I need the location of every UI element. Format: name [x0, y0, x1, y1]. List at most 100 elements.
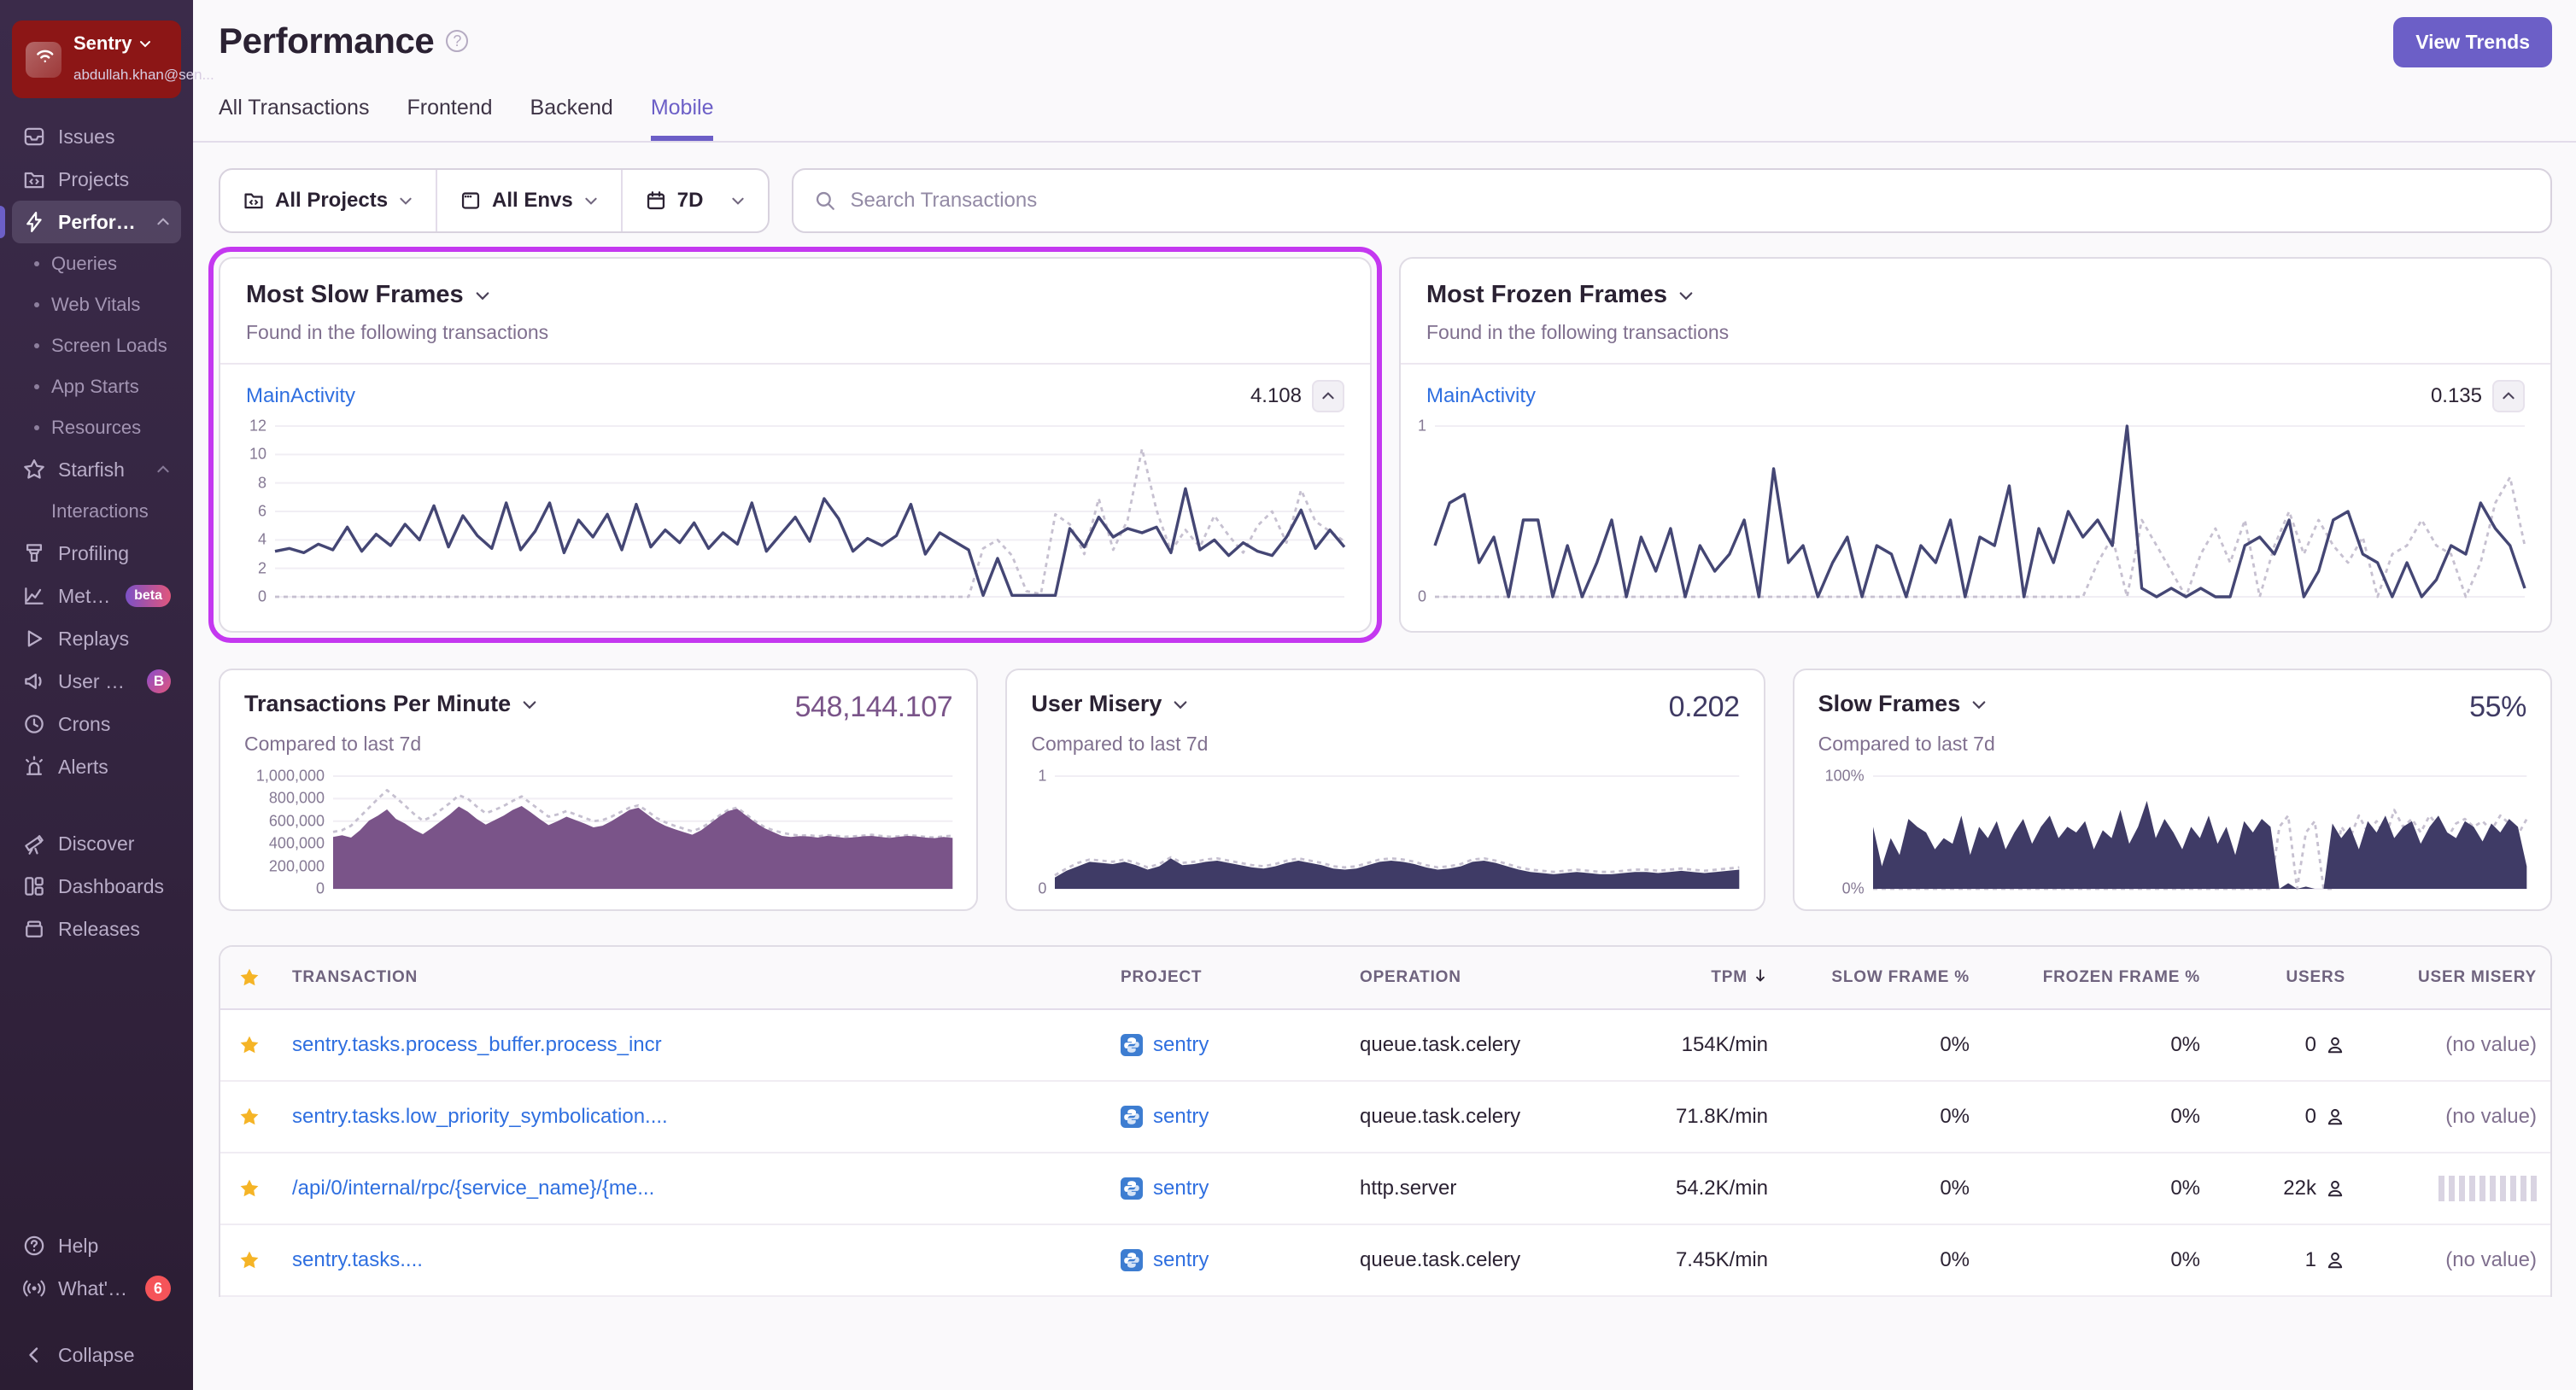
date-range-filter[interactable]: 7D: [620, 170, 769, 231]
sidebar-item-replays[interactable]: Replays: [12, 617, 181, 660]
sidebar-item-alerts[interactable]: Alerts: [12, 745, 181, 788]
transaction-link[interactable]: MainActivity: [1426, 384, 1537, 407]
tab-all-transactions[interactable]: All Transactions: [219, 96, 370, 120]
transaction-link[interactable]: sentry.tasks.process_buffer.process_incr: [292, 1033, 662, 1056]
sidebar-item-releases[interactable]: Releases: [12, 908, 181, 950]
chevron-down-icon: [476, 291, 489, 300]
tab-frontend[interactable]: Frontend: [407, 96, 493, 120]
project-link[interactable]: sentry: [1121, 1033, 1332, 1057]
environment-filter[interactable]: All Envs: [436, 170, 621, 231]
sidebar-item-whats-new[interactable]: What's new 6: [12, 1267, 181, 1310]
card-title: Transactions Per Minute: [244, 691, 512, 716]
column-header-user-misery[interactable]: USER MISERY: [2417, 968, 2537, 986]
sidebar-item-queries[interactable]: Queries: [12, 243, 181, 284]
sidebar-item-label: Projects: [58, 167, 130, 190]
transaction-link[interactable]: /api/0/internal/rpc/{service_name}/{me..…: [292, 1177, 655, 1200]
transaction-link[interactable]: MainActivity: [246, 384, 356, 407]
sidebar-item-starfish[interactable]: Starfish: [12, 448, 181, 491]
user-misery-title-dropdown[interactable]: User Misery: [1031, 691, 1189, 717]
bullet-icon: [34, 384, 39, 389]
broadcast-icon: [22, 1276, 46, 1300]
search-input[interactable]: [850, 189, 2530, 213]
sidebar-item-dashboards[interactable]: Dashboards: [12, 865, 181, 908]
page-filters: All Projects All Envs 7D: [219, 168, 770, 233]
filter-bar: All Projects All Envs 7D: [219, 168, 2552, 233]
star-column-header-icon[interactable]: [220, 967, 278, 989]
sidebar-item-label: Queries: [51, 253, 118, 274]
tpm-cell: 154K/min: [1681, 1033, 1768, 1056]
most-slow-frames-chart: 12 10 8 6 4 2 0: [231, 418, 1344, 605]
most-slow-frames-title-dropdown[interactable]: Most Slow Frames: [246, 281, 1344, 309]
column-header-slow-frame[interactable]: SLOW FRAME %: [1831, 968, 1970, 986]
project-filter[interactable]: All Projects: [220, 170, 436, 231]
project-link[interactable]: sentry: [1121, 1105, 1332, 1129]
sidebar-collapse-button[interactable]: Collapse: [12, 1334, 181, 1376]
sidebar-item-help[interactable]: Help: [12, 1224, 181, 1267]
sidebar-item-discover[interactable]: Discover: [12, 822, 181, 865]
sidebar-item-app-starts[interactable]: App Starts: [12, 366, 181, 407]
megaphone-icon: [22, 669, 46, 693]
tpm-title-dropdown[interactable]: Transactions Per Minute: [244, 691, 538, 717]
user-misery-value: (no value): [2445, 1105, 2537, 1128]
sidebar-item-screen-loads[interactable]: Screen Loads: [12, 325, 181, 366]
sidebar-item-user-feedback[interactable]: User Feedback B: [12, 660, 181, 703]
transaction-link[interactable]: sentry.tasks....: [292, 1248, 423, 1271]
slow-frames-title-dropdown[interactable]: Slow Frames: [1818, 691, 1988, 717]
help-icon: [22, 1234, 46, 1258]
collapse-row-button[interactable]: [2492, 380, 2525, 412]
sidebar-item-metrics[interactable]: Metrics beta: [12, 575, 181, 617]
card-value: 548,144.107: [794, 691, 953, 723]
sidebar-item-profiling[interactable]: Profiling: [12, 532, 181, 575]
tab-mobile[interactable]: Mobile: [650, 96, 714, 141]
sidebar-item-performance[interactable]: Performance: [0, 201, 181, 243]
slow-frame-cell: 0%: [1940, 1033, 1970, 1056]
row-star-icon[interactable]: [220, 1034, 278, 1056]
user-misery-score-bar: [2373, 1176, 2537, 1201]
column-header-project[interactable]: PROJECT: [1121, 968, 1203, 986]
sidebar-item-interactions[interactable]: Interactions: [12, 491, 181, 532]
column-header-frozen-frame[interactable]: FROZEN FRAME %: [2042, 968, 2200, 986]
tab-backend[interactable]: Backend: [530, 96, 613, 120]
search-transactions[interactable]: [792, 168, 2552, 233]
column-header-transaction[interactable]: TRANSACTION: [292, 968, 419, 986]
transaction-link[interactable]: sentry.tasks.low_priority_symbolication.…: [292, 1105, 668, 1128]
notification-badge: 6: [145, 1276, 171, 1301]
sidebar-item-projects[interactable]: Projects: [12, 158, 181, 201]
project-filter-label: All Projects: [275, 189, 389, 212]
column-header-tpm[interactable]: TPM: [1619, 968, 1782, 987]
table-header-row: TRANSACTION PROJECT OPERATION TPM SLOW F…: [220, 947, 2550, 1010]
sidebar-item-label: Issues: [58, 125, 115, 148]
view-trends-button[interactable]: View Trends: [2393, 17, 2552, 67]
chevron-down-icon: [1679, 291, 1693, 300]
sidebar-item-crons[interactable]: Crons: [12, 703, 181, 745]
help-tooltip-icon[interactable]: ?: [446, 30, 469, 52]
org-switcher[interactable]: Sentry abdullah.khan@sen...: [12, 20, 214, 98]
chevron-up-icon: [2503, 392, 2515, 400]
operation-cell: queue.task.celery: [1360, 1033, 1521, 1056]
collapse-row-button[interactable]: [1312, 380, 1344, 412]
row-star-icon[interactable]: [220, 1249, 278, 1271]
user-icon: [2327, 1037, 2343, 1054]
column-header-operation[interactable]: OPERATION: [1360, 968, 1461, 986]
row-star-icon[interactable]: [220, 1106, 278, 1128]
tpm-cell: 54.2K/min: [1675, 1177, 1768, 1200]
users-cell: 22k: [2228, 1177, 2345, 1200]
most-slow-frames-card: Most Slow Frames Found in the following …: [219, 257, 1372, 633]
sidebar-item-web-vitals[interactable]: Web Vitals: [12, 284, 181, 325]
tpm-card: Transactions Per Minute 548,144.107 Comp…: [219, 669, 979, 911]
most-frozen-frames-title-dropdown[interactable]: Most Frozen Frames: [1426, 281, 2525, 309]
project-link[interactable]: sentry: [1121, 1177, 1332, 1200]
card-value: 55%: [2469, 691, 2526, 723]
table-row: sentry.tasks.low_priority_symbolication.…: [220, 1082, 2550, 1153]
envs-icon: [461, 192, 480, 209]
row-star-icon[interactable]: [220, 1177, 278, 1200]
column-header-users[interactable]: USERS: [2286, 968, 2345, 986]
sort-desc-icon: [1756, 969, 1765, 982]
project-link[interactable]: sentry: [1121, 1248, 1332, 1272]
sidebar-item-label: Discover: [58, 832, 135, 855]
org-name: Sentry: [73, 32, 132, 54]
sidebar-item-resources[interactable]: Resources: [12, 407, 181, 448]
sidebar-item-issues[interactable]: Issues: [12, 115, 181, 158]
slow-frame-cell: 0%: [1940, 1248, 1970, 1271]
